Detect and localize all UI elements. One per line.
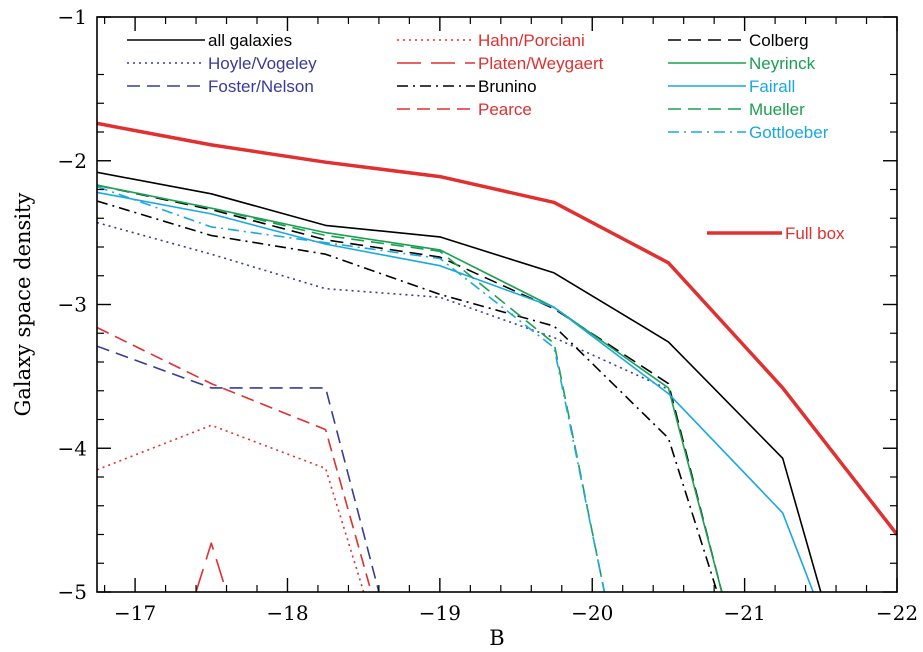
x-tick-label: −22: [876, 601, 918, 625]
legend-label-foster-nelson: Foster/Nelson: [208, 77, 314, 96]
x-axis-title: B: [489, 626, 504, 650]
series-line-mueller: [97, 184, 606, 592]
legend-label-pearce: Pearce: [478, 100, 532, 119]
series-line-foster-nelson: [97, 345, 380, 592]
legend-label-neyrinck: Neyrinck: [749, 54, 816, 73]
y-tick-label: −2: [58, 149, 87, 173]
ticks-layer: −17 −18 −19 −20 −21 −22 −5 −4 −3 −2 −1: [58, 5, 919, 625]
legend-label-brunino: Brunino: [478, 77, 537, 96]
series-line-hoyle-vogeley: [97, 221, 669, 391]
series-line-platen-weygaert: [195, 542, 228, 592]
series-line-all-galaxies: [97, 171, 822, 592]
series-line-neyrinck: [97, 184, 723, 592]
y-tick-label: −3: [58, 293, 87, 317]
x-tick-label: −18: [266, 601, 308, 625]
series-line-pearce: [97, 326, 373, 592]
legend: all galaxies Hoyle/Vogeley Foster/Nelson Ha…: [127, 31, 829, 142]
legend-label-all-galaxies: all galaxies: [208, 31, 292, 50]
series-line-full-box: [97, 121, 897, 536]
legend-label-hoyle-vogeley: Hoyle/Vogeley: [208, 54, 317, 73]
y-tick-label: −5: [58, 580, 87, 604]
series-line-hahn-porciani: [97, 424, 365, 592]
legend-label-fairall: Fairall: [749, 77, 795, 96]
y-axis-title: Galaxy space density: [11, 193, 35, 417]
legend-label-hahn-porciani: Hahn/Porciani: [478, 31, 585, 50]
legend-label-mueller: Mueller: [749, 100, 805, 119]
series-line-colberg: [97, 184, 723, 592]
x-tick-label: −20: [571, 601, 613, 625]
y-tick-label: −4: [58, 436, 87, 460]
x-tick-label: −19: [419, 601, 461, 625]
series-line-brunino: [97, 200, 718, 592]
x-tick-label: −21: [724, 601, 766, 625]
legend-label-colberg: Colberg: [749, 31, 809, 50]
x-tick-label: −17: [114, 601, 156, 625]
series-line-fairall: [97, 191, 814, 592]
series-layer: [97, 121, 897, 592]
annotation-label-full-box: Full box: [785, 224, 845, 243]
legend-label-gottloeber: Gottloeber: [749, 123, 829, 142]
legend-label-platen-weygaert: Platen/Weygaert: [478, 54, 604, 73]
y-tick-label: −1: [58, 5, 87, 29]
annotation-layer: Full box: [707, 224, 845, 243]
series-line-gottloeber: [97, 185, 606, 592]
